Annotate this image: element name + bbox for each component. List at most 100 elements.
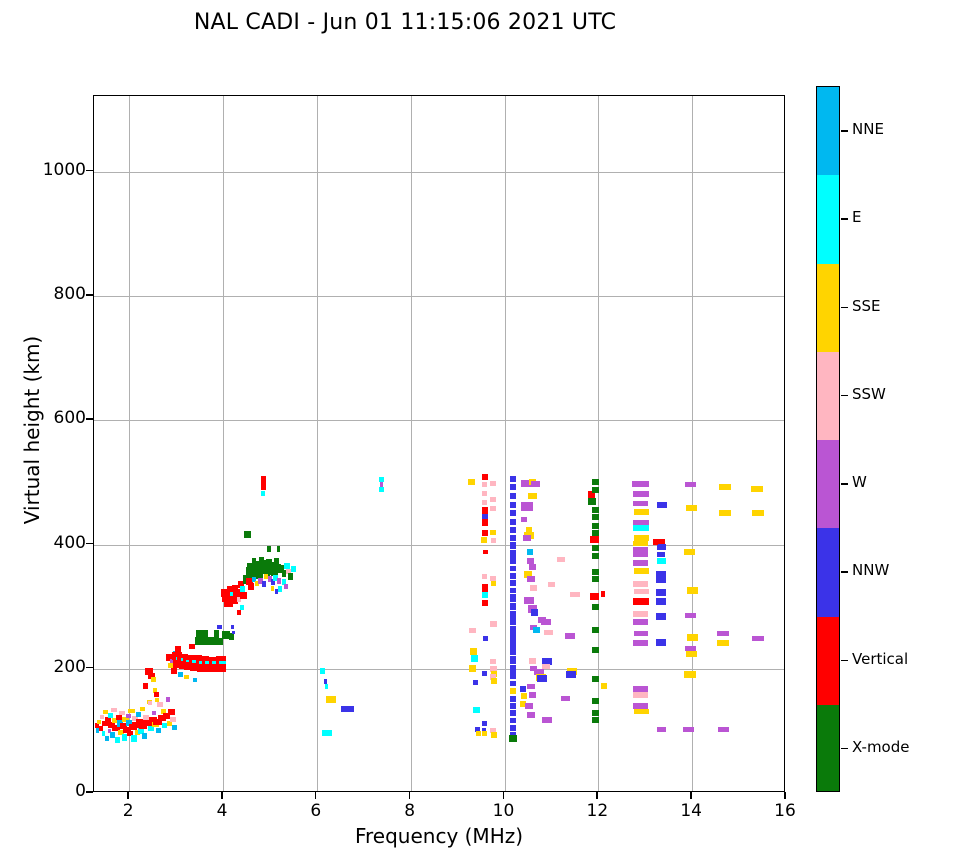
echo-mark	[634, 708, 649, 714]
echo-mark	[158, 715, 166, 722]
echo-mark	[97, 719, 102, 724]
echo-mark	[121, 717, 129, 723]
echo-mark	[115, 736, 120, 743]
echo-mark	[482, 574, 488, 580]
colorbar-segment-w[interactable]	[817, 440, 839, 529]
echo-mark	[557, 556, 565, 562]
echo-mark	[633, 691, 649, 698]
x-tick-mark	[221, 792, 223, 799]
echo-mark	[566, 667, 578, 675]
echo-mark	[490, 678, 498, 685]
echo-mark	[214, 630, 219, 638]
echo-mark	[144, 667, 154, 675]
page-title: NAL CADI - Jun 01 11:15:06 2021 UTC	[193, 10, 617, 35]
echo-mark	[135, 712, 142, 718]
echo-mark	[570, 591, 580, 597]
echo-mark	[524, 596, 534, 604]
x-tick-mark	[596, 792, 598, 799]
echo-mark	[274, 589, 279, 595]
echo-mark	[657, 551, 665, 557]
echo-mark	[221, 593, 232, 603]
echo-mark	[125, 713, 131, 718]
echo-mark	[592, 479, 599, 486]
y-tick-mark	[86, 418, 93, 420]
echo-mark	[592, 710, 599, 717]
echo-mark	[148, 725, 155, 731]
colorbar-label-ssw: SSW	[852, 384, 886, 403]
echo-mark	[166, 720, 173, 726]
echo-mark	[276, 546, 281, 553]
echo-mark	[286, 569, 292, 575]
colorbar-segment-ssw[interactable]	[817, 351, 839, 440]
echo-mark	[633, 560, 649, 567]
echo-mark	[509, 519, 517, 526]
echo-mark	[541, 657, 552, 665]
echo-mark	[481, 514, 488, 521]
echo-mark	[543, 630, 554, 636]
gridline-vertical	[410, 96, 412, 791]
y-tick-label: 0	[75, 781, 86, 801]
echo-mark	[278, 565, 284, 574]
echo-mark	[482, 491, 488, 497]
echo-mark	[633, 535, 649, 542]
echo-mark	[490, 538, 496, 544]
colorbar-tick-mark	[841, 130, 848, 132]
echo-mark	[261, 559, 269, 569]
echo-mark	[509, 656, 517, 665]
echo-mark	[481, 599, 488, 606]
echo-mark	[592, 552, 599, 559]
echo-mark	[483, 549, 489, 554]
echo-mark	[750, 485, 763, 492]
colorbar-segment-vertical[interactable]	[817, 616, 839, 705]
colorbar-segment-nnw[interactable]	[817, 528, 839, 617]
echo-mark	[509, 535, 517, 542]
echo-mark	[509, 664, 517, 673]
echo-mark	[481, 518, 489, 526]
echo-mark	[341, 706, 355, 713]
colorbar-segment-nne[interactable]	[817, 87, 839, 176]
echo-mark	[718, 484, 732, 491]
echo-mark	[218, 660, 227, 667]
echo-mark	[259, 564, 268, 574]
echo-mark	[151, 711, 157, 716]
colorbar-segment-e[interactable]	[817, 175, 839, 264]
echo-mark	[510, 580, 516, 587]
echo-mark	[633, 567, 649, 574]
echo-mark	[160, 708, 167, 714]
echo-mark	[119, 711, 125, 716]
echo-mark	[474, 727, 480, 733]
echo-mark	[684, 671, 697, 679]
colorbar[interactable]	[816, 86, 840, 792]
echo-mark	[134, 729, 141, 735]
echo-mark	[633, 509, 649, 516]
echo-mark	[527, 711, 535, 718]
echo-mark	[592, 506, 599, 513]
echo-mark	[525, 703, 533, 710]
echo-mark	[248, 583, 254, 591]
echo-mark	[288, 573, 293, 581]
colorbar-segment-x-mode[interactable]	[817, 704, 839, 791]
echo-mark	[593, 593, 600, 601]
x-tick-label: 16	[774, 801, 796, 821]
y-tick-label: 1000	[42, 159, 86, 180]
echo-mark	[489, 621, 497, 628]
echo-mark	[482, 482, 488, 488]
echo-mark	[531, 480, 540, 487]
echo-mark	[105, 716, 111, 723]
echo-mark	[527, 493, 538, 500]
echo-mark	[143, 720, 153, 727]
echo-mark	[533, 627, 540, 634]
echo-mark	[178, 672, 184, 678]
echo-mark	[173, 659, 184, 668]
echo-mark	[633, 685, 649, 692]
echo-mark	[98, 725, 104, 731]
echo-mark	[509, 731, 517, 738]
echo-mark	[131, 715, 138, 721]
echo-mark	[121, 733, 128, 741]
colorbar-segment-sse[interactable]	[817, 263, 839, 352]
echo-mark	[184, 662, 197, 671]
echo-mark	[683, 548, 695, 555]
echo-mark	[266, 559, 272, 568]
echo-mark	[490, 575, 497, 581]
